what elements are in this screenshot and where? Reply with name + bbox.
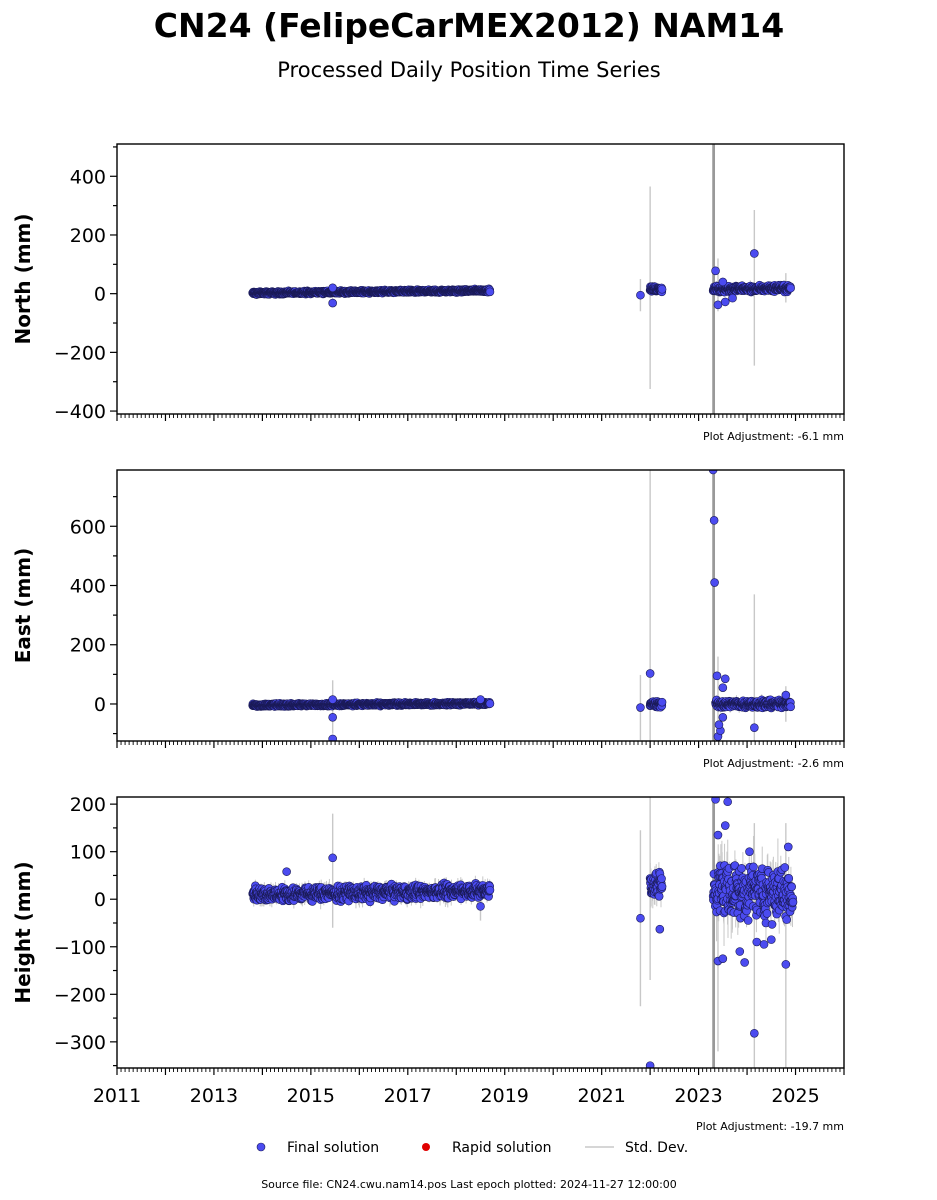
east-point (712, 671, 722, 681)
north-y-tick-label: −200 (54, 342, 106, 364)
north-point (786, 283, 795, 293)
east-point (485, 699, 495, 708)
height-plot-area (248, 797, 798, 1068)
north-point (718, 277, 728, 287)
north-point (713, 300, 723, 310)
east-point (476, 695, 485, 704)
east-point (708, 470, 718, 475)
east-point (657, 697, 667, 707)
north-point (720, 297, 730, 307)
east-point (720, 674, 730, 684)
east-point (718, 683, 728, 692)
north-y-axis-label: North (mm) (11, 213, 35, 344)
north-y-tick-label: −400 (54, 401, 106, 423)
east-y-tick-label: 200 (70, 635, 106, 657)
height-data-points (248, 797, 798, 1068)
east-point (328, 734, 337, 741)
east-point (328, 695, 337, 704)
east-y-tick-label: 400 (70, 576, 106, 598)
east-point (709, 516, 719, 525)
north-point (750, 249, 759, 258)
north-panel: −400 −200 0 200 400 North (mm) Plot Adjustment… (11, 143, 845, 443)
height-stddev-bars (252, 797, 793, 1068)
east-point (645, 669, 655, 678)
north-point (711, 266, 720, 276)
east-plot-adjustment: Plot Adjustment: -2.6 mm (703, 757, 844, 770)
east-point (750, 723, 759, 732)
chart-title: CN24 (FelipeCarMEX2012) NAM14 (154, 6, 784, 45)
north-point (328, 298, 337, 308)
north-point (657, 284, 667, 294)
north-point (328, 283, 337, 293)
north-point (728, 293, 737, 303)
east-y-axis-label: East (mm) (11, 548, 35, 664)
east-point (781, 690, 791, 700)
north-data-points (248, 249, 795, 310)
east-point (710, 578, 719, 587)
north-plot-area (248, 144, 795, 414)
east-plot-area (248, 470, 795, 741)
north-y-tick-label: 400 (70, 166, 106, 188)
east-point (636, 703, 645, 712)
north-y-tick-label: 200 (70, 225, 106, 247)
east-point (786, 702, 795, 712)
east-data-points (248, 470, 795, 741)
north-axes-frame (116, 143, 845, 415)
north-plot-adjustment: Plot Adjustment: -6.1 mm (703, 430, 844, 443)
east-y-tick-label: 0 (94, 694, 106, 716)
north-point (636, 290, 645, 300)
east-point (718, 713, 728, 722)
east-panel: 0 200 400 600 East (mm) Plot Adjustment: -2.6… (11, 469, 845, 770)
north-y-tick-label: 0 (94, 284, 106, 306)
east-point (328, 713, 337, 722)
north-point (485, 287, 495, 297)
chart-subtitle: Processed Daily Position Time Series (277, 58, 661, 82)
east-point (714, 720, 724, 730)
east-y-tick-label: 600 (70, 516, 106, 538)
